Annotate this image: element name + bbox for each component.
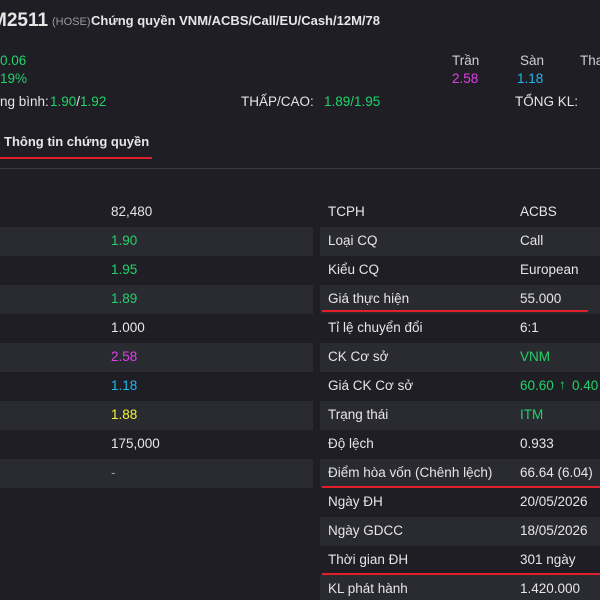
right-value: Call bbox=[520, 233, 544, 248]
volume-label: TỔNG KL: bbox=[515, 94, 579, 109]
tab[interactable]: Thông tin chứng quyền bbox=[4, 134, 150, 149]
highlight bbox=[322, 310, 588, 312]
avg: 1.90/1.92 bbox=[50, 93, 106, 111]
right-label: Giá CK Cơ sở bbox=[328, 378, 414, 393]
left-value: 82,480 bbox=[111, 204, 153, 219]
avg-value: 1.92 bbox=[80, 94, 107, 109]
avg-value: 1.90 bbox=[50, 94, 77, 109]
left-value: 2.58 bbox=[111, 349, 138, 364]
right-value: European bbox=[520, 262, 579, 277]
name: Chứng quyền VNM/ACBS/Call/EU/Cash/12M/78 bbox=[91, 13, 380, 28]
floor-label: Sàn bbox=[520, 53, 545, 68]
right-value: 20/05/2026 bbox=[520, 494, 588, 509]
right-label: Thời gian ĐH bbox=[328, 552, 409, 567]
highlight bbox=[322, 486, 600, 488]
avg-label: ng bình: bbox=[0, 94, 49, 109]
ref-label: Tha bbox=[580, 53, 600, 68]
right-value: 0.933 bbox=[520, 436, 554, 451]
row-bg bbox=[0, 227, 313, 256]
right-value: ACBS bbox=[520, 204, 557, 219]
right-label: Tỉ lệ chuyển đổi bbox=[328, 320, 423, 335]
right-label: Ngày GDCC bbox=[328, 523, 404, 538]
symbol: M2511 bbox=[0, 10, 49, 31]
avg-sep: / bbox=[76, 94, 81, 109]
exchange: (HOSE) bbox=[52, 16, 91, 28]
row-bg bbox=[0, 401, 313, 430]
right-value: 6:1 bbox=[520, 320, 539, 335]
right-value: 55.000 bbox=[520, 291, 562, 306]
left-value: 175,000 bbox=[111, 436, 160, 451]
right-label: Loại CQ bbox=[328, 233, 378, 248]
right-label: CK Cơ sở bbox=[328, 349, 389, 364]
row-bg bbox=[320, 575, 600, 600]
row-bg bbox=[320, 285, 600, 314]
row-bg bbox=[320, 343, 600, 372]
right-change: 0.40 bbox=[572, 378, 599, 393]
left-value: - bbox=[111, 465, 116, 480]
right-value: 66.64 (6.04) bbox=[520, 465, 593, 480]
left-value: 1.95 bbox=[111, 262, 138, 277]
right-label: TCPH bbox=[328, 204, 365, 219]
left-value: 1.88 bbox=[111, 407, 138, 422]
right-label: KL phát hành bbox=[328, 581, 408, 596]
change: 0.06 bbox=[0, 53, 27, 68]
row-bg bbox=[0, 459, 313, 488]
right-value: ITM bbox=[520, 407, 544, 422]
row-bg bbox=[0, 343, 313, 372]
lowhigh-label: THẤP/CAO: bbox=[241, 94, 314, 109]
right-value: 18/05/2026 bbox=[520, 523, 588, 538]
left-value: 1.000 bbox=[111, 320, 145, 335]
tab-underline bbox=[0, 157, 152, 159]
right-value: 1.420.000 bbox=[520, 581, 581, 596]
right-label: Điểm hòa vốn (Chênh lệch) bbox=[328, 465, 493, 480]
highlight bbox=[322, 573, 600, 575]
right-label: Ngày ĐH bbox=[328, 494, 383, 509]
right-value: VNM bbox=[520, 349, 550, 364]
divider bbox=[0, 168, 600, 169]
right-label: Kiểu CQ bbox=[328, 262, 380, 277]
floor: 1.18 bbox=[517, 71, 544, 86]
ceiling-label: Trần bbox=[452, 53, 480, 68]
row-bg bbox=[320, 401, 600, 430]
right-value: 60.60 bbox=[520, 378, 554, 393]
right-value: 301 ngày bbox=[520, 552, 576, 567]
row-bg bbox=[320, 517, 600, 546]
arrow: ↑ bbox=[559, 377, 566, 392]
change-pct: 19% bbox=[0, 71, 28, 86]
right-label: Trạng thái bbox=[328, 407, 389, 422]
lowhigh: 1.89/1.95 bbox=[324, 94, 381, 109]
row-bg bbox=[0, 285, 313, 314]
row-bg bbox=[320, 227, 600, 256]
ceiling: 2.58 bbox=[452, 71, 479, 86]
right-label: Độ lệch bbox=[328, 436, 374, 451]
left-value: 1.89 bbox=[111, 291, 138, 306]
row-bg bbox=[320, 459, 600, 488]
left-value: 1.18 bbox=[111, 378, 138, 393]
right-label: Giá thực hiện bbox=[328, 291, 410, 306]
left-value: 1.90 bbox=[111, 233, 138, 248]
